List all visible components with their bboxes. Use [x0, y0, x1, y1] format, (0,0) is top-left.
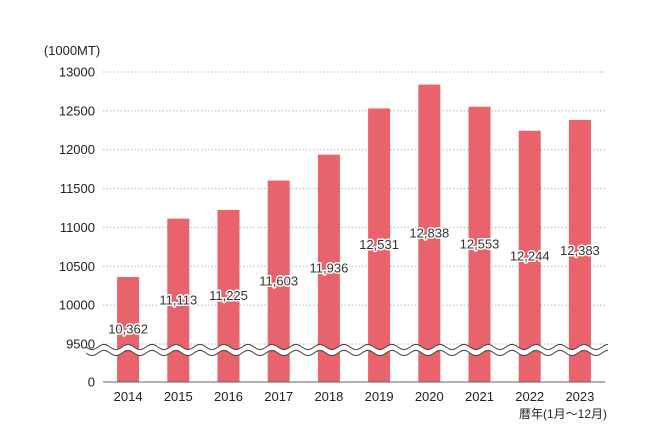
y-tick-labels: 0 9500 10000 10500 11000 11500 12000 12500 13000 [59, 65, 95, 390]
data-label: 11,603 [259, 273, 298, 288]
data-label: 10,362 [108, 322, 148, 337]
data-label: 12,383 [560, 243, 600, 258]
data-label: 11,936 [310, 260, 349, 275]
bar [518, 130, 541, 382]
data-label: 12,838 [409, 225, 449, 240]
y-tick-label: 11500 [60, 181, 95, 196]
axis-break [85, 343, 609, 357]
y-tick-label: 9500 [66, 337, 95, 352]
y-tick-label: 12500 [59, 103, 95, 118]
bar [117, 277, 140, 382]
axis-break-line-top [85, 343, 609, 351]
bar [317, 154, 340, 382]
bar [217, 209, 240, 382]
bar [418, 84, 441, 382]
data-labels: 10,362 11,113 11,225 11,603 11,936 12,531 12,8… [107, 224, 602, 338]
bar [468, 106, 491, 383]
bar [267, 180, 290, 382]
y-tick-label: 0 [88, 375, 95, 390]
axis-break-line-bottom [85, 349, 609, 357]
x-axis-label: 暦年(1月〜12月) [519, 407, 607, 421]
data-label: 11,225 [209, 288, 248, 303]
y-tick-label: 11000 [60, 220, 95, 235]
data-label: 12,531 [359, 237, 399, 252]
axis-break-band [86, 344, 608, 356]
y-tick-label: 12000 [59, 142, 95, 157]
x-tick-label: 2021 [465, 389, 494, 404]
bars [117, 84, 591, 383]
x-tick-label: 2020 [415, 389, 444, 404]
x-tick-label: 2016 [214, 389, 243, 404]
y-unit-label: (1000MT) [44, 43, 100, 58]
x-tick-label: 2014 [114, 389, 143, 404]
bar [568, 119, 591, 383]
x-tick-label: 2022 [515, 389, 544, 404]
x-tick-label: 2019 [365, 389, 394, 404]
x-tick-label: 2023 [565, 389, 594, 404]
data-label: 11,113 [159, 292, 197, 307]
data-label: 12,553 [460, 236, 500, 251]
x-tick-label: 2017 [264, 389, 293, 404]
y-tick-label: 10000 [59, 298, 95, 313]
x-tick-label: 2015 [164, 389, 193, 404]
data-label: 12,244 [510, 248, 550, 263]
bar [368, 108, 391, 382]
bar [167, 218, 190, 382]
x-tick-label: 2018 [314, 389, 343, 404]
x-tick-labels: 2014 2015 2016 2017 2018 2019 2020 2021 2022 2023 [114, 389, 595, 404]
y-tick-label: 10500 [59, 259, 95, 274]
y-tick-label: 13000 [59, 65, 95, 80]
